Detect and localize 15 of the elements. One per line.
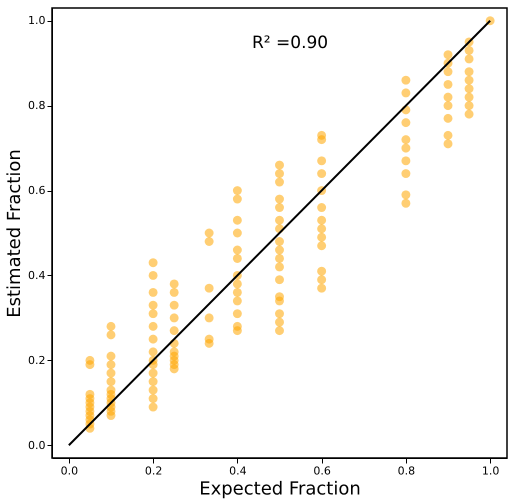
x-tick-label: 0.2 [144, 464, 162, 478]
x-tick-label: 1.0 [482, 464, 500, 478]
y-tick-label: 0.6 [28, 184, 46, 198]
y-axis-title: Estimated Fraction [4, 149, 26, 318]
x-tick-label: 0.8 [398, 464, 416, 478]
y-tick-label: 0.2 [28, 354, 46, 367]
annotation: R² =0.90 [252, 33, 328, 53]
x-tick-label: 0.0 [60, 464, 78, 478]
x-tick-label: 0.4 [229, 464, 247, 478]
y-tick-label: 1.0 [28, 14, 46, 28]
x-axis-title: Expected Fraction [199, 478, 361, 500]
y-tick-label: 0.4 [28, 268, 46, 282]
y-tick-label: 0.8 [28, 99, 46, 112]
x-tick-label: 0.6 [313, 464, 331, 478]
y-tick-label: 0.0 [28, 438, 46, 452]
